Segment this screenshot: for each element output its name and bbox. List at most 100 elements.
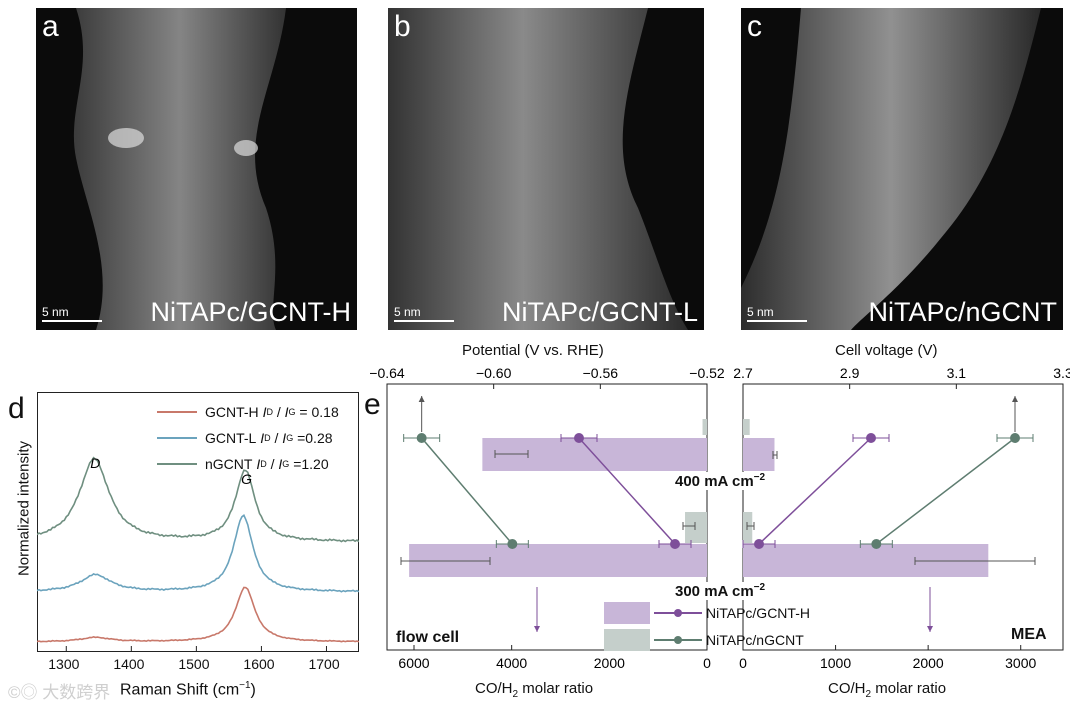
legend-ratio: =0.28 [297,430,333,446]
raman-ylabel: Normalized intensity [15,440,33,577]
legend-ratio: = 0.18 [299,404,339,420]
ratio-tick-label: 0 [703,655,711,671]
raman-xlabel: Raman Shift (cm−1) [120,680,256,699]
scale-bar-label: 5 nm [394,305,421,319]
flow-mea-chart: −0.64 −0.60 −0.56 −0.52 2.7 2.9 3.1 3.3 6000 4000… [370,365,1070,671]
current-label-text: 300 mA cm [675,583,754,600]
scale-bar-label: 5 nm [747,305,774,319]
panel-e-letter: e [364,388,381,421]
panel-letter: c [747,10,762,43]
current-label-300: 300 mA cm−2 [672,582,769,600]
peak-label-d: D [90,455,100,471]
e-legend: NiTAPc/GCNT-H NiTAPc/nGCNT [604,601,810,652]
scale-bar [747,320,807,322]
nanotube-image-c [741,8,1041,330]
flow-ngcnt-line [421,437,513,545]
bar-mea-400-ngcnt [743,419,750,435]
voltage-axis-label: Cell voltage (V) [835,342,938,359]
watermark-logo: ©◎ 大数跨界 [8,683,111,702]
current-label-sup: −2 [753,582,766,593]
legend-name: GCNT-L [205,430,257,446]
panel-d-letter: d [8,392,25,425]
current-label-sup: −2 [753,472,766,483]
legend-swatch [157,463,197,465]
legend-line-swatch [654,609,702,617]
voltage-tick-label: 3.3 [1053,365,1070,381]
legend-swatch [157,411,197,413]
raman-xlabel-close: ) [250,681,256,699]
mea-ngcnt-line [875,437,1016,545]
ratio-label-tail: molar ratio [518,680,594,697]
panel-letter: a [42,10,59,43]
raman-series-nGCNT [37,456,359,543]
flow-gcnt-h-line [578,437,676,545]
potential-tick-label: −0.64 [370,365,405,381]
bar-mea-400-gcnt-h [743,438,775,471]
raman-frame [37,392,359,652]
ratio-label-tail: molar ratio [871,680,947,697]
panel-b-image: b 5 nm NiTAPc/GCNT-L [388,8,704,330]
raman-tick-label: 1500 [178,656,210,672]
mea-label: MEA [1011,626,1047,643]
bar-mea-300-ngcnt [743,512,753,543]
legend-name: nGCNT [205,456,253,472]
raman-chart: DG [37,392,359,652]
legend-ratio: =1.20 [293,456,329,472]
arrow-down-mea-head [926,626,933,632]
legend-fill-swatch [604,629,650,651]
legend-name: NiTAPc/nGCNT [706,632,804,648]
ratio-label-sub: 2 [865,689,872,700]
voltage-tick-label: 2.9 [840,365,860,381]
ratio-axis-label-right: CO/H2 molar ratio [828,680,946,700]
ratio-tick-label: 2000 [594,655,625,671]
raman-tick-label: 1400 [113,656,145,672]
ratio-tick-label: 4000 [496,655,527,671]
ratio-tick-label: 2000 [913,655,944,671]
raman-xlabel-text: Raman Shift (cm [120,681,240,699]
ratio-tick-label: 1000 [820,655,851,671]
scale-bar-label: 5 nm [42,305,69,319]
mea-gcnt-h-line [758,437,872,545]
bar-flow-300-ngcnt [685,512,707,543]
raman-tick-label: 1700 [308,656,340,672]
raman-series-GCNT-L [37,514,359,593]
ratio-tick-label: 3000 [1005,655,1036,671]
panel-a-image: a 5 nm NiTAPc/GCNT-H [36,8,357,330]
ratio-tick-label: 6000 [398,655,429,671]
raman-tick-label: 1600 [243,656,275,672]
potential-tick-label: −0.56 [583,365,619,381]
nanotube-image-b [388,8,688,330]
ratio-label-text: CO/H [475,680,513,697]
arrow-up-flow-head [418,396,425,402]
ratio-axis-label-left: CO/H2 molar ratio [475,680,593,700]
arrow-down-flow-head [534,626,540,632]
panel-caption: NiTAPc/nGCNT [868,297,1057,327]
panel-caption: NiTAPc/GCNT-H [150,297,352,327]
legend-line-swatch [654,636,702,644]
legend-fill-swatch [604,602,650,624]
ratio-label-text: CO/H [828,680,866,697]
nanotube-image-a [73,8,286,330]
legend-item: NiTAPc/GCNT-H [604,601,810,625]
bar-flow-400-ngcnt [702,419,707,435]
current-label-text: 400 mA cm [675,473,754,490]
voltage-tick-label: 3.1 [947,365,967,381]
panel-letter: b [394,10,411,43]
scale-bar [42,320,102,322]
raman-series-GCNT-H [37,586,359,643]
raman-tick-label: 1300 [48,656,80,672]
panel-caption: NiTAPc/GCNT-L [501,297,698,327]
current-label-400: 400 mA cm−2 [672,472,769,490]
potential-axis-label: Potential (V vs. RHE) [462,342,604,359]
legend-swatch [157,437,197,439]
flow-cell-label: flow cell [396,629,460,646]
legend-name: NiTAPc/GCNT-H [706,605,810,621]
legend-name: GCNT-H [205,404,259,420]
raman-xlabel-sup: −1 [239,680,251,691]
ratio-label-sub: 2 [512,689,519,700]
arrow-up-mea-head [1012,396,1018,402]
potential-tick-label: −0.60 [476,365,512,381]
